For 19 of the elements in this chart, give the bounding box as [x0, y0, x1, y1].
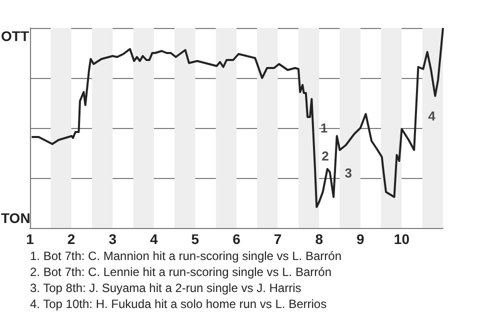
x-tick-label: 6 — [232, 231, 241, 247]
x-tick-label: 1 — [26, 231, 34, 247]
x-tick-label: 5 — [191, 231, 200, 247]
x-tick-label: 10 — [394, 231, 410, 247]
annotation: 2 — [322, 148, 329, 164]
x-tick-label: 9 — [356, 231, 364, 247]
annotation: 4 — [428, 108, 436, 124]
x-tick-label: 8 — [315, 231, 324, 247]
x-tick-label: 4 — [150, 231, 158, 247]
text: 1. Bot 7th: C. Mannion hit a run-scoring single vs L. Barrón — [30, 249, 342, 263]
text: OTT — [1, 28, 30, 44]
x-tick-label: 7 — [274, 231, 282, 247]
annotation: 3 — [344, 166, 352, 180]
text: 3. Top 8th: J. Suyama hit a 2-run single vs J. Harris — [30, 281, 302, 295]
annotation: TON — [1, 210, 30, 226]
text: 2. Bot 7th: C. Lennie hit a run-scoring single vs L. Barrón — [30, 265, 332, 279]
x-tick-label: 3 — [108, 231, 117, 247]
x-tick-label: 2 — [67, 231, 76, 247]
text: 4. Top 10th: H. Fukuda hit a solo home run vs L. Berrios — [30, 297, 327, 311]
